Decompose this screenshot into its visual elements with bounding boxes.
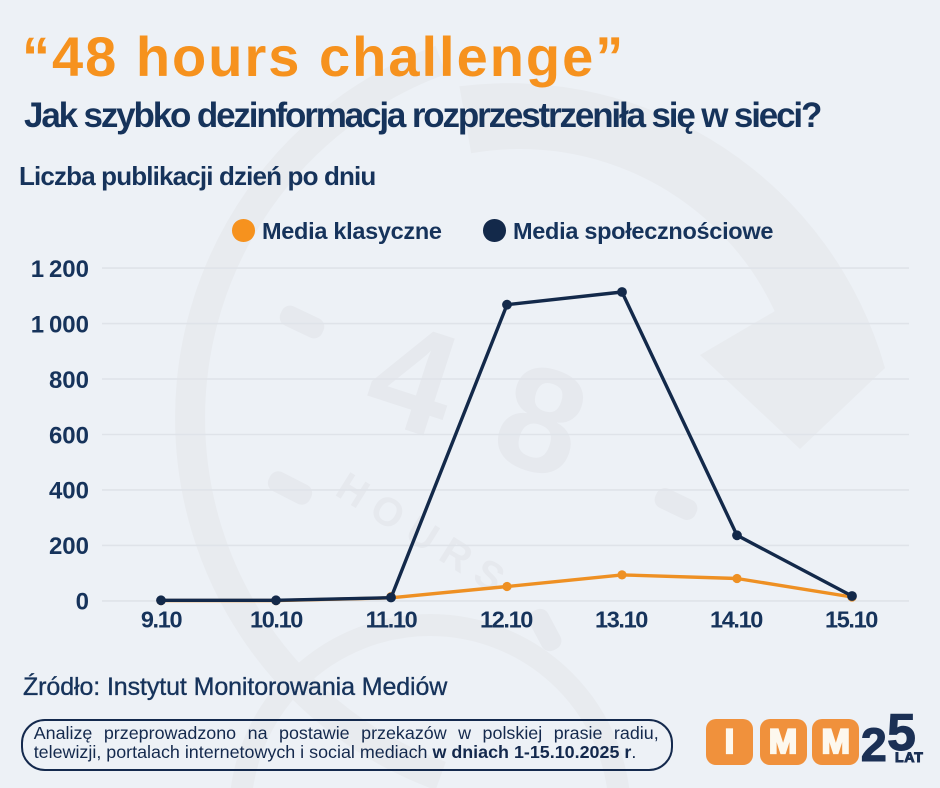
svg-text:10.10: 10.10 xyxy=(250,606,303,632)
svg-text:15.10: 15.10 xyxy=(825,606,878,632)
svg-text:13.10: 13.10 xyxy=(595,606,648,632)
svg-text:800: 800 xyxy=(49,367,89,394)
svg-text:11.10: 11.10 xyxy=(366,606,418,632)
svg-text:1 000: 1 000 xyxy=(31,311,89,338)
svg-text:1 200: 1 200 xyxy=(31,256,89,283)
svg-text:12.10: 12.10 xyxy=(480,606,533,632)
svg-text:600: 600 xyxy=(49,422,89,449)
svg-text:400: 400 xyxy=(49,478,89,505)
svg-text:200: 200 xyxy=(49,533,89,560)
svg-text:0: 0 xyxy=(76,589,89,616)
svg-text:14.10: 14.10 xyxy=(710,606,763,632)
svg-text:9.10: 9.10 xyxy=(141,606,183,632)
